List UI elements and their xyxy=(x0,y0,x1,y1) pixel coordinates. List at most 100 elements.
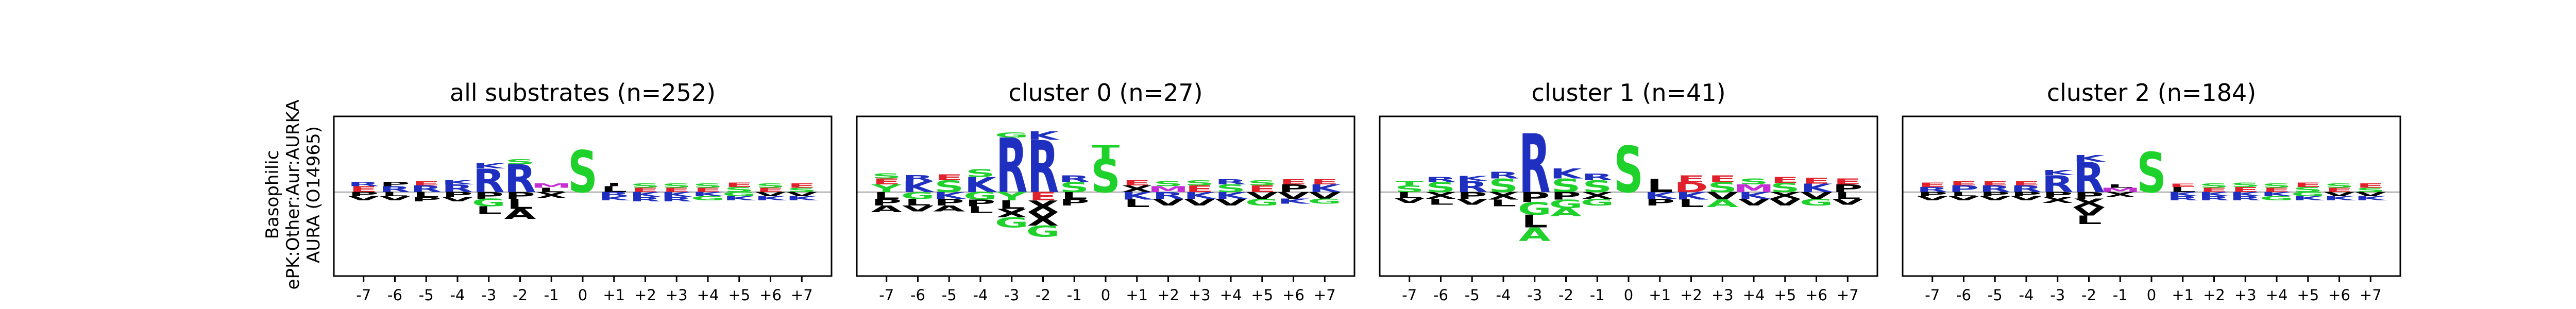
logo-letter: X xyxy=(2104,191,2136,199)
x-tick-label: +5 xyxy=(1774,286,1796,304)
x-tick-label: +6 xyxy=(1282,286,1304,304)
logo-letter: E xyxy=(788,182,816,189)
logo-letter: R xyxy=(348,181,379,187)
logo-letter: P xyxy=(1519,190,1550,205)
x-tick-label: -5 xyxy=(1465,286,1480,304)
logo-letter: V xyxy=(1183,197,1215,208)
logo-letter: G xyxy=(2260,195,2294,202)
logo-letter: P xyxy=(1059,197,1090,208)
x-tick-label: -6 xyxy=(910,286,925,304)
logo-letter: L xyxy=(2107,184,2133,189)
logo-letter: S xyxy=(934,177,964,196)
logo-letter: E xyxy=(1677,174,1705,184)
logo-letter: E xyxy=(1279,178,1308,186)
logo-letter: G xyxy=(995,131,1029,139)
x-tick-label: +2 xyxy=(634,286,656,304)
logo-letter: K xyxy=(2042,169,2076,177)
logo-letter: K xyxy=(1738,190,1771,201)
x-tick-label: +4 xyxy=(697,286,719,304)
logo-letter: R xyxy=(2198,195,2230,202)
logo-letter: I xyxy=(606,182,622,187)
logo-letter: V xyxy=(1278,190,1310,201)
logo-letter: P xyxy=(1980,191,2010,198)
logo-letter: E xyxy=(2012,180,2041,187)
logo-letter: K xyxy=(1550,166,1583,182)
logo-letter: V xyxy=(1153,197,1184,208)
logo-letter: R xyxy=(1215,178,1246,186)
logo-letter: L xyxy=(413,191,439,199)
x-tick-label: +4 xyxy=(1743,286,1765,304)
logo-letter: R xyxy=(473,162,504,199)
logo-letter: A xyxy=(1706,198,1738,210)
logo-letter: P xyxy=(1278,182,1309,194)
logo-letter: S xyxy=(568,139,598,205)
logo-letter: S xyxy=(2199,182,2229,189)
logo-letter: K xyxy=(964,173,997,197)
logo-letter: S xyxy=(787,187,817,194)
logo-letter: S xyxy=(872,172,902,180)
logo-letter: V xyxy=(348,195,380,202)
logo-letter: K xyxy=(2292,195,2325,202)
logo-letter: E xyxy=(2325,187,2353,194)
logo-letter: V xyxy=(2010,195,2042,202)
logo-letter: X xyxy=(996,207,1028,220)
x-tick-label: +2 xyxy=(1157,286,1179,304)
logo-letter: P xyxy=(2042,191,2073,199)
logo-letter: L xyxy=(382,191,408,198)
logo-letter: V xyxy=(1832,197,1863,207)
logo-letter: K xyxy=(755,195,788,202)
logo-letter: G xyxy=(2291,191,2325,198)
logo-letter: V xyxy=(755,191,787,198)
logo-letter: S xyxy=(2137,141,2166,205)
logo-column: MLX xyxy=(2100,184,2141,199)
logo-letter: L xyxy=(905,197,931,208)
logo-letter: R xyxy=(598,191,630,198)
x-tick-label: -4 xyxy=(973,286,988,304)
logo-letter: R xyxy=(1058,174,1090,184)
logo-letter: L xyxy=(538,187,565,194)
x-tick-label: +3 xyxy=(1711,286,1734,304)
y-axis-label-line-1: Basophilic xyxy=(262,150,283,239)
logo-letter: S xyxy=(1091,149,1121,203)
logo-letter: K xyxy=(1801,181,1834,195)
logo-letter: L xyxy=(1428,197,1454,207)
x-tick-label: +6 xyxy=(2328,286,2350,304)
logo-letter: K xyxy=(692,191,725,198)
logo-column: ST xyxy=(1091,142,1121,203)
logo-letter: V xyxy=(1456,197,1488,207)
logo-letter: G xyxy=(1549,197,1583,211)
logo-letter: X xyxy=(2042,196,2074,205)
logo-letter: V xyxy=(379,195,411,202)
logo-letter: L xyxy=(601,184,627,194)
x-tick-label: -5 xyxy=(942,286,957,304)
x-tick-label: 0 xyxy=(578,286,587,304)
logo-letter: V xyxy=(2354,191,2386,198)
logo-letter: K xyxy=(442,179,474,186)
logo-letter: V xyxy=(1979,195,2011,202)
logo-letter: E xyxy=(872,177,901,186)
logo-letter: S xyxy=(1488,175,1518,197)
logo-letter: G xyxy=(1800,197,1834,208)
logo-letter: K xyxy=(786,195,819,202)
x-tick-label: +5 xyxy=(728,286,750,304)
logo-letter: K xyxy=(933,190,967,201)
logo-letter: K xyxy=(2354,195,2387,202)
x-tick-label: +5 xyxy=(2297,286,2319,304)
logo-letter: Y xyxy=(871,182,902,194)
